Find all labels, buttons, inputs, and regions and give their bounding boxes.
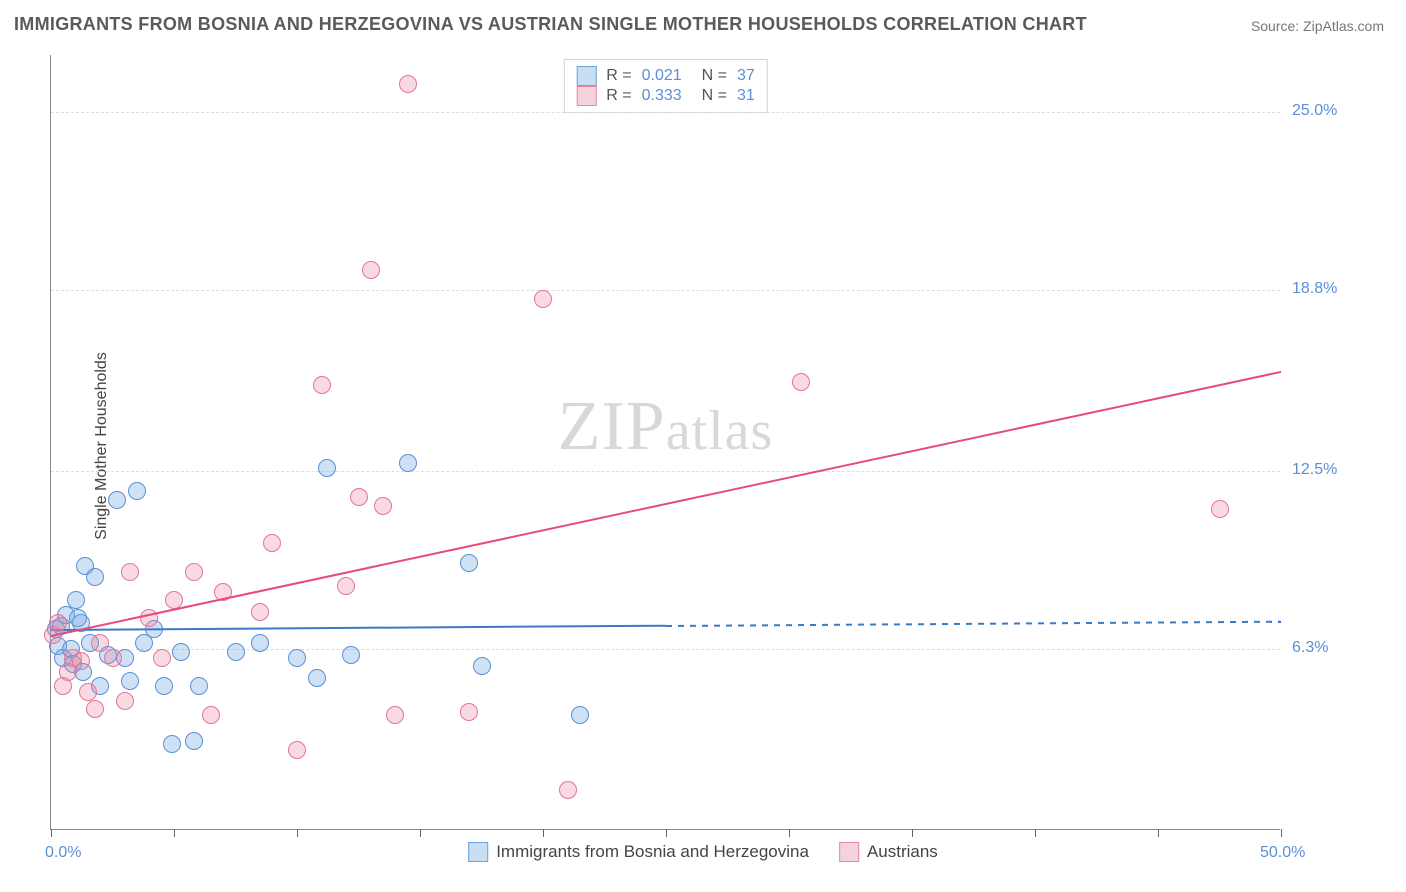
data-point — [67, 591, 85, 609]
data-point — [263, 534, 281, 552]
legend-n-label: N = — [702, 87, 727, 105]
data-point — [172, 643, 190, 661]
gridline — [51, 112, 1280, 113]
y-tick-label: 6.3% — [1292, 639, 1328, 657]
data-point — [202, 706, 220, 724]
data-point — [399, 454, 417, 472]
legend-bottom-item: Immigrants from Bosnia and Herzegovina — [468, 842, 809, 862]
legend-series-label: Austrians — [867, 842, 938, 862]
data-point — [318, 459, 336, 477]
data-point — [473, 657, 491, 675]
data-point — [128, 482, 146, 500]
source-label: Source: — [1251, 18, 1303, 34]
data-point — [121, 563, 139, 581]
gridline — [51, 471, 1280, 472]
legend-row: R = 0.333 N = 31 — [576, 86, 754, 106]
data-point — [185, 732, 203, 750]
chart-title: IMMIGRANTS FROM BOSNIA AND HERZEGOVINA V… — [14, 14, 1087, 35]
data-point — [534, 290, 552, 308]
data-point — [337, 577, 355, 595]
gridline — [51, 290, 1280, 291]
x-tick — [789, 829, 790, 837]
data-point — [308, 669, 326, 687]
y-tick-label: 12.5% — [1292, 461, 1337, 479]
legend-r-label: R = — [606, 67, 631, 85]
data-point — [571, 706, 589, 724]
legend-series-label: Immigrants from Bosnia and Herzegovina — [496, 842, 809, 862]
legend-r-label: R = — [606, 87, 631, 105]
legend-n-value: 31 — [737, 87, 755, 105]
legend-n-value: 37 — [737, 67, 755, 85]
x-tick — [1158, 829, 1159, 837]
data-point — [140, 609, 158, 627]
data-point — [342, 646, 360, 664]
legend-swatch — [839, 842, 859, 862]
data-point — [362, 261, 380, 279]
x-tick — [666, 829, 667, 837]
legend-bottom: Immigrants from Bosnia and Herzegovina Au… — [468, 842, 938, 862]
x-max-label: 50.0% — [1260, 844, 1305, 862]
chart-container: IMMIGRANTS FROM BOSNIA AND HERZEGOVINA V… — [0, 0, 1406, 892]
y-tick-label: 18.8% — [1292, 280, 1337, 298]
data-point — [190, 677, 208, 695]
data-point — [72, 652, 90, 670]
data-point — [792, 373, 810, 391]
data-point — [460, 703, 478, 721]
legend-swatch — [468, 842, 488, 862]
data-point — [49, 614, 67, 632]
legend-bottom-item: Austrians — [839, 842, 938, 862]
x-tick — [51, 829, 52, 837]
trend-line-solid — [51, 371, 1281, 637]
legend-r-value: 0.333 — [642, 87, 692, 105]
data-point — [86, 700, 104, 718]
data-point — [251, 603, 269, 621]
data-point — [374, 497, 392, 515]
watermark-text-a: ZIP — [558, 388, 666, 465]
source-credit: Source: ZipAtlas.com — [1251, 18, 1384, 34]
data-point — [121, 672, 139, 690]
data-point — [251, 634, 269, 652]
x-tick — [1281, 829, 1282, 837]
data-point — [288, 741, 306, 759]
source-name[interactable]: ZipAtlas.com — [1303, 18, 1384, 34]
x-min-label: 0.0% — [45, 844, 81, 862]
data-point — [399, 75, 417, 93]
data-point — [185, 563, 203, 581]
x-tick — [420, 829, 421, 837]
data-point — [153, 649, 171, 667]
data-point — [79, 683, 97, 701]
data-point — [116, 692, 134, 710]
data-point — [559, 781, 577, 799]
x-tick — [174, 829, 175, 837]
data-point — [386, 706, 404, 724]
data-point — [69, 609, 87, 627]
watermark: ZIPatlas — [558, 387, 774, 467]
x-tick — [1035, 829, 1036, 837]
watermark-text-b: atlas — [666, 400, 774, 462]
data-point — [288, 649, 306, 667]
legend-swatch — [576, 86, 596, 106]
data-point — [227, 643, 245, 661]
data-point — [313, 376, 331, 394]
data-point — [1211, 500, 1229, 518]
trend-line-dashed — [666, 620, 1281, 626]
x-tick — [912, 829, 913, 837]
data-point — [86, 568, 104, 586]
legend-n-label: N = — [702, 67, 727, 85]
data-point — [104, 649, 122, 667]
x-tick — [543, 829, 544, 837]
data-point — [155, 677, 173, 695]
data-point — [460, 554, 478, 572]
legend-r-value: 0.021 — [642, 67, 692, 85]
data-point — [350, 488, 368, 506]
data-point — [108, 491, 126, 509]
trend-line-solid — [51, 625, 666, 631]
x-tick — [297, 829, 298, 837]
legend-row: R = 0.021 N = 37 — [576, 66, 754, 86]
data-point — [163, 735, 181, 753]
plot-area: ZIPatlas R = 0.021 N = 37 R = 0.333 N = 31 — [50, 55, 1280, 830]
y-tick-label: 25.0% — [1292, 102, 1337, 120]
legend-top: R = 0.021 N = 37 R = 0.333 N = 31 — [563, 59, 767, 113]
legend-swatch — [576, 66, 596, 86]
